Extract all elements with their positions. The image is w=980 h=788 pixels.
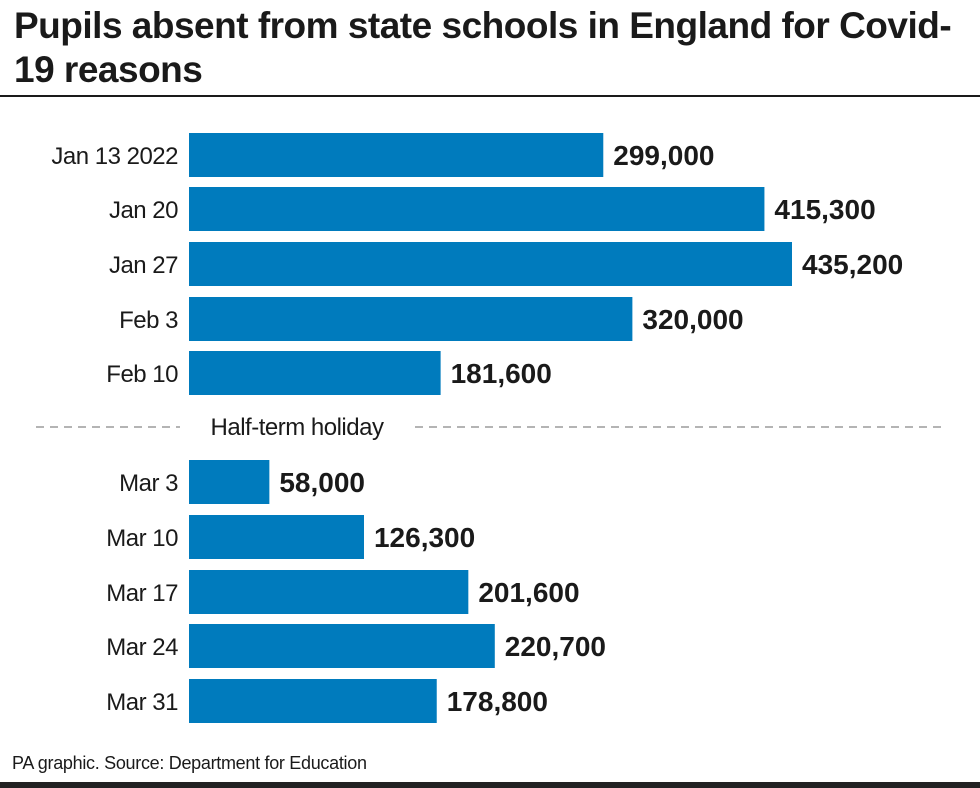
bar — [189, 133, 604, 177]
category-label: Feb 3 — [119, 307, 178, 334]
data-label: 181,600 — [451, 358, 552, 389]
source-note: PA graphic. Source: Department for Educa… — [12, 753, 367, 773]
bar — [189, 624, 495, 668]
bar — [189, 351, 441, 395]
bar — [189, 679, 437, 723]
bar — [189, 187, 765, 231]
title-divider — [0, 95, 980, 97]
category-label: Jan 13 2022 — [51, 143, 178, 170]
category-label: Mar 31 — [106, 689, 178, 716]
category-label: Mar 24 — [106, 634, 178, 661]
data-label: 320,000 — [642, 304, 743, 335]
annotation-label: Half-term holiday — [211, 414, 384, 441]
bar — [189, 570, 469, 614]
data-label: 126,300 — [374, 522, 475, 553]
category-label: Mar 10 — [106, 525, 178, 552]
data-label: 299,000 — [613, 140, 714, 171]
data-label: 178,800 — [447, 686, 548, 717]
bottom-divider — [0, 782, 980, 788]
data-label: 201,600 — [478, 577, 579, 608]
data-label: 220,700 — [505, 631, 606, 662]
bar — [189, 515, 364, 559]
data-label: 58,000 — [279, 467, 365, 498]
category-label: Feb 10 — [106, 361, 178, 388]
category-label: Mar 17 — [106, 580, 178, 607]
category-label: Jan 20 — [109, 197, 178, 224]
data-label: 415,300 — [774, 194, 875, 225]
bar — [189, 242, 792, 286]
data-label: 435,200 — [802, 249, 903, 280]
category-label: Jan 27 — [109, 252, 178, 279]
bar — [189, 297, 633, 341]
category-label: Mar 3 — [119, 470, 178, 497]
bar — [189, 460, 270, 504]
chart-title: Pupils absent from state schools in Engl… — [14, 5, 952, 90]
